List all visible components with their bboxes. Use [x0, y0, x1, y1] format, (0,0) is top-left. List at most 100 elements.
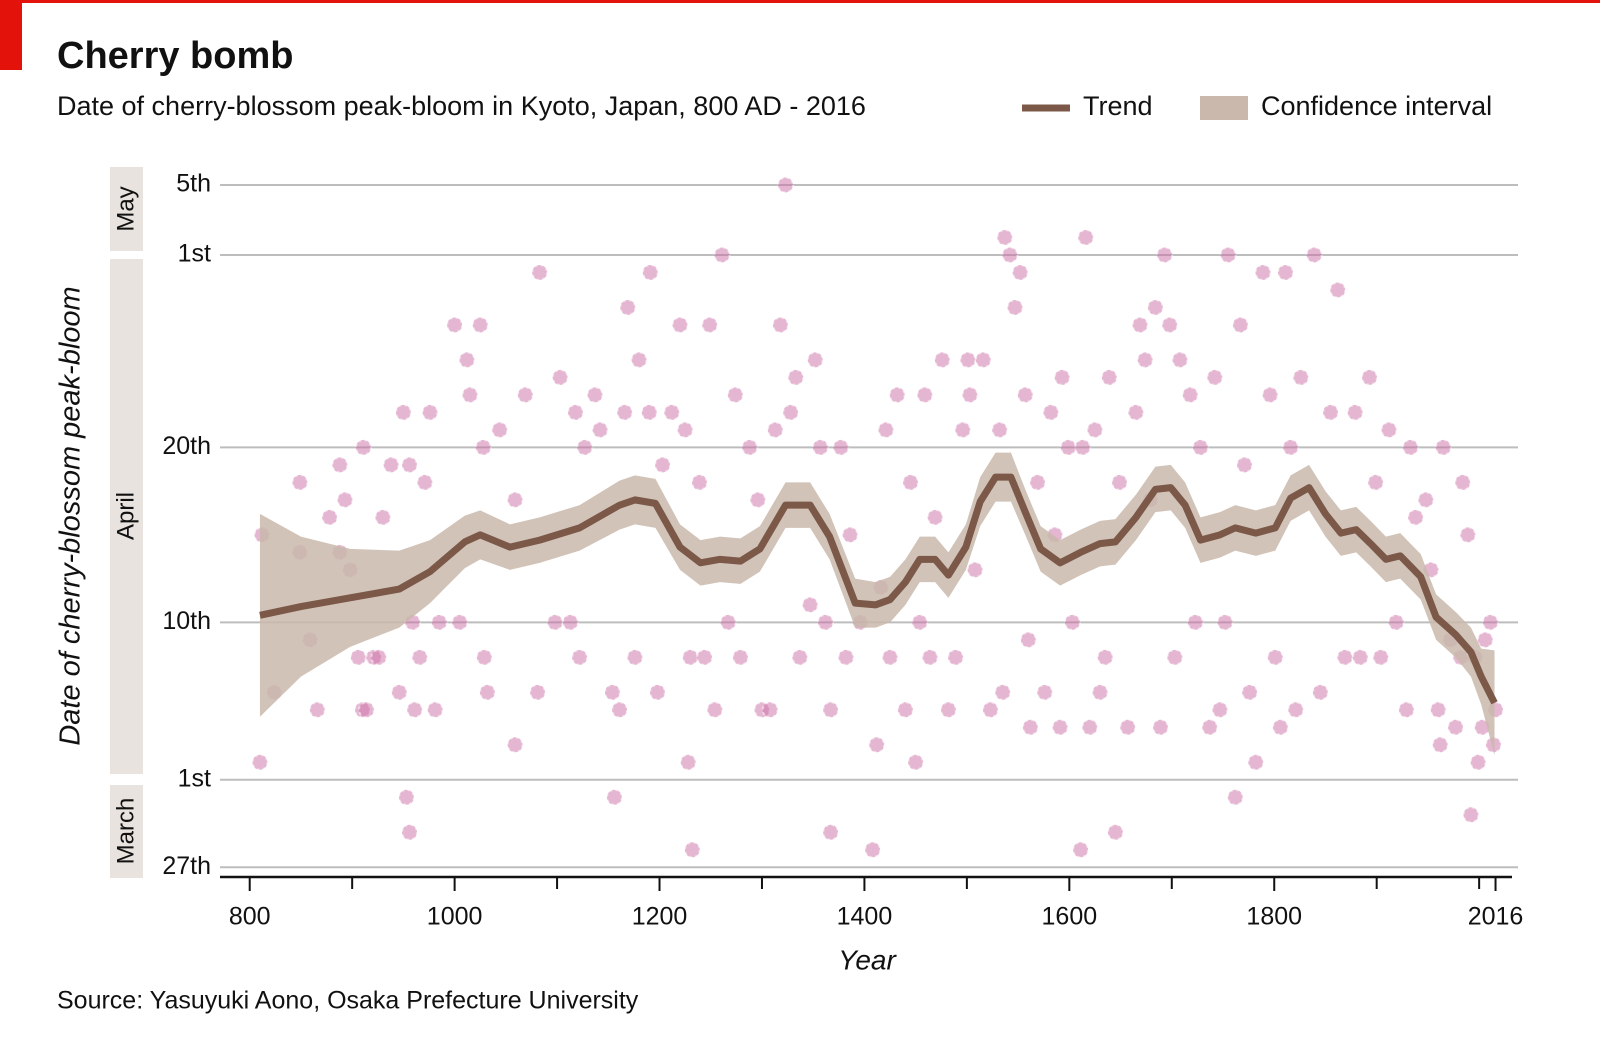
bloom-point [1091, 683, 1109, 701]
bloom-point [1211, 701, 1229, 719]
bloom-point [1481, 613, 1499, 631]
bloom-point [1161, 316, 1179, 334]
bloom-point [1106, 823, 1124, 841]
bloom-point [681, 648, 699, 666]
bloom-point [1081, 718, 1099, 736]
bloom-point [761, 701, 779, 719]
x-tick-label: 1800 [1246, 903, 1302, 931]
bloom-point [877, 421, 895, 439]
x-tick-label: 800 [229, 903, 271, 931]
bloom-point [1216, 613, 1234, 631]
bloom-point [1181, 386, 1199, 404]
bloom-point [1261, 386, 1279, 404]
bloom-point [741, 438, 759, 456]
bloom-point [336, 491, 354, 509]
bloom-point [1096, 648, 1114, 666]
y-tick-label: 5th [176, 170, 211, 198]
bloom-point [1401, 438, 1419, 456]
bloom-point [451, 613, 469, 631]
bloom-point [1111, 473, 1129, 491]
bloom-point [1186, 613, 1204, 631]
top-rule [0, 0, 1600, 3]
bloom-point [864, 841, 882, 859]
bloom-point [446, 316, 464, 334]
bloom-point [605, 788, 623, 806]
bloom-point [421, 403, 439, 421]
bloom-point [926, 508, 944, 526]
bloom-point [458, 351, 476, 369]
bloom-point [1219, 246, 1237, 264]
bloom-point [1282, 438, 1300, 456]
bloom-point [358, 701, 376, 719]
bloom-point [1042, 403, 1060, 421]
bloom-point [321, 508, 339, 526]
bloom-point [654, 456, 672, 474]
bloom-point [1152, 718, 1170, 736]
bloom-point [603, 683, 621, 701]
bloom-point [1019, 631, 1037, 649]
bloom-point [1417, 491, 1435, 509]
x-tick-label: 1200 [632, 903, 688, 931]
bloom-point [291, 473, 309, 491]
bloom-point [676, 421, 694, 439]
bloom-point [1322, 403, 1340, 421]
month-label: May [112, 186, 139, 231]
bloom-point [370, 648, 388, 666]
bloom-point [475, 648, 493, 666]
bloom-point [1434, 438, 1452, 456]
bloom-point [529, 683, 547, 701]
bloom-point [1329, 281, 1347, 299]
bloom-point [1241, 683, 1259, 701]
month-band [110, 785, 143, 878]
bloom-point [1006, 298, 1024, 316]
bloom-point [616, 403, 634, 421]
bloom-point [974, 351, 992, 369]
bloom-point [546, 613, 564, 631]
bloom-point [811, 438, 829, 456]
bloom-point [1380, 421, 1398, 439]
bloom-point [1247, 753, 1265, 771]
bloom-point [1063, 613, 1081, 631]
bloom-point [907, 753, 925, 771]
bloom-point [939, 701, 957, 719]
bloom-point [933, 351, 951, 369]
bloom-point [1001, 246, 1019, 264]
bloom-point [1191, 438, 1209, 456]
month-band [110, 167, 143, 251]
bloom-point [1367, 473, 1385, 491]
bloom-point [806, 351, 824, 369]
bloom-point [1077, 228, 1095, 246]
bloom-point [1361, 368, 1379, 386]
bloom-point [679, 753, 697, 771]
bloom-point [516, 386, 534, 404]
y-tick-label: 1st [178, 240, 211, 268]
bloom-point [1407, 508, 1425, 526]
x-tick-label: 1000 [427, 903, 483, 931]
bloom-point [426, 701, 444, 719]
bloom-point [308, 701, 326, 719]
bloom-point [461, 386, 479, 404]
bloom-point [837, 648, 855, 666]
bloom-point [491, 421, 509, 439]
bloom-point [1072, 841, 1090, 859]
bloom-point [1146, 298, 1164, 316]
bloom-point [1166, 648, 1184, 666]
bloom-point [1100, 368, 1118, 386]
bloom-point [1277, 263, 1295, 281]
bloom-point [731, 648, 749, 666]
month-band [110, 259, 143, 774]
bloom-point [401, 456, 419, 474]
bloom-point [331, 456, 349, 474]
bloom-point [1431, 736, 1449, 754]
bloom-point [1462, 806, 1480, 824]
bloom-point [506, 491, 524, 509]
bloom-point [1016, 386, 1034, 404]
bloom-point [406, 701, 424, 719]
bloom-point [1131, 316, 1149, 334]
bloom-point [1171, 351, 1189, 369]
bloom-point [1447, 718, 1465, 736]
bloom-point [991, 421, 1009, 439]
bloom-point [816, 613, 834, 631]
bloom-point [1036, 683, 1054, 701]
